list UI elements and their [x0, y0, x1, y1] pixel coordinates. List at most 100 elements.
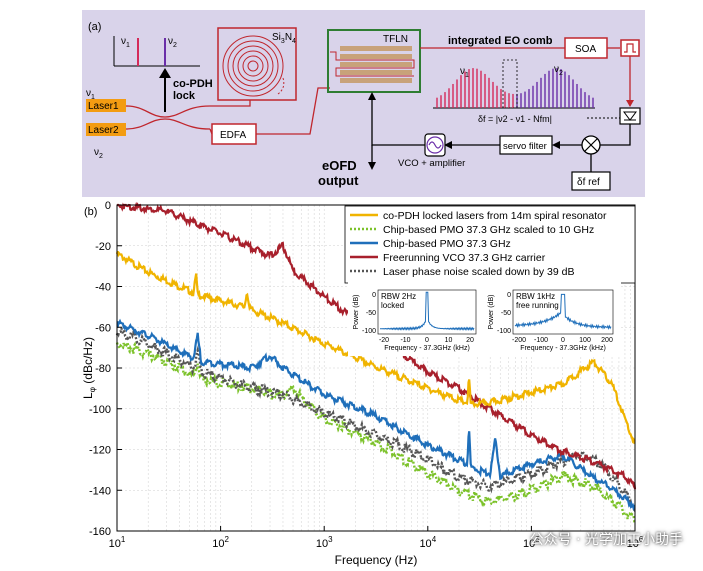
vco-label: VCO + amplifier — [398, 158, 465, 169]
inset-x-tick: -100 — [534, 337, 548, 344]
filter-box — [620, 39, 640, 57]
sine-wave-icon — [428, 141, 442, 149]
x-axis-label: Frequency (Hz) — [335, 553, 418, 567]
watermark: 公众号 · 光学加工小助手 — [529, 532, 683, 548]
inset-x-tick: -20 — [379, 337, 389, 344]
tfln-label: TFLN — [383, 34, 408, 45]
panel-a: (a) ν1 ν2 co-PDH lock ν1 Laser1 Laser2 ν… — [82, 10, 645, 197]
inset-label: RBW 1kHz — [516, 292, 555, 301]
x-tick-label: 105 — [523, 535, 540, 550]
inset-y-label: Power (dB) — [488, 294, 495, 329]
legend-label: Chip-based PMO 37.3 GHz — [383, 238, 511, 250]
servo-label: servo filter — [503, 141, 547, 152]
y-tick-label: -140 — [89, 485, 111, 497]
spiral-resonator-box — [217, 27, 297, 101]
inset-x-label: Frequency - 37.3GHz (kHz) — [520, 345, 606, 352]
eofd-output-label: eOFD — [322, 158, 357, 173]
filter-icon — [624, 43, 636, 53]
eo-comb-spectrum — [433, 59, 595, 109]
nu1-label: ν1 — [86, 88, 95, 101]
inset-x-tick: 10 — [445, 337, 453, 344]
phase-noise-chart: 101 102 103 104 105 1060-20-40-60-80-100-120-… — [81, 200, 644, 567]
lock-label: co-PDH — [173, 78, 213, 90]
photodetector-box — [619, 107, 641, 125]
inset-x-tick: 200 — [601, 337, 613, 344]
panel-a-label: (a) — [88, 21, 101, 33]
panel-b-label: (b) — [84, 206, 97, 218]
eofd-output-label-2: output — [318, 173, 359, 188]
legend-box — [344, 205, 636, 284]
spiral-arrow — [277, 77, 285, 95]
df-ref-label: δf ref — [577, 177, 600, 188]
x-tick-label: 102 — [212, 535, 229, 550]
coupler-top-waveguide — [125, 100, 251, 118]
legend-label: co-PDH locked lasers from 14m spiral res… — [383, 210, 607, 222]
inset-label: locked — [381, 301, 404, 310]
tfln-electrodes — [330, 46, 415, 83]
series-line — [115, 251, 636, 445]
panel-a-background — [82, 10, 645, 197]
comb-nu1: ν1 — [460, 66, 469, 79]
sin-label: Si3N4 — [272, 32, 296, 45]
series-line — [116, 318, 636, 511]
inset-frame — [377, 289, 477, 335]
y-tick-label: -60 — [95, 322, 111, 334]
df-ref-box — [571, 171, 611, 191]
inset-y-tick: -50 — [501, 310, 511, 317]
lock-arrowhead — [159, 68, 171, 78]
inset-y-tick: -100 — [362, 328, 376, 335]
inset-y-tick: -50 — [366, 310, 376, 317]
comb-label: integrated EO comb — [448, 35, 553, 47]
spiral-resonator — [222, 35, 284, 97]
legend-label: Freerunning VCO 37.3 GHz carrier — [383, 252, 546, 264]
y-tick-label: -160 — [89, 526, 111, 538]
edfa-label: EDFA — [220, 130, 246, 141]
delta-f-formula: δf = |ν2 - ν1 - Nfm| — [478, 114, 552, 124]
x-tick-label: 106 — [627, 535, 644, 550]
y-tick-label: -120 — [89, 445, 111, 457]
coupler-bottom-waveguide — [125, 118, 211, 130]
photodetector-icon — [623, 111, 637, 121]
inset-x-tick: 0 — [561, 337, 565, 344]
inset-x-tick: 0 — [425, 337, 429, 344]
inset-x-label: Frequency - 37.3GHz (kHz) — [384, 345, 470, 352]
laser1-label: Laser1 — [88, 101, 119, 112]
legend-label: Chip-based PMO 37.3 GHz scaled to 10 GHz — [383, 224, 594, 236]
inset-frame — [512, 289, 614, 335]
chart-ticks: 101 102 103 104 105 1060-20-40-60-80-100-120-… — [89, 200, 644, 550]
inset-y-label: Power (dB) — [353, 294, 360, 329]
y-tick-label: -40 — [95, 282, 111, 294]
nu2-label: ν2 — [94, 147, 103, 160]
inset-trace — [380, 291, 475, 331]
comb-nu2: ν2 — [554, 64, 563, 77]
nu1-top-label: ν1 — [121, 36, 130, 49]
y-tick-label: 0 — [105, 200, 111, 212]
inset-y-tick: 0 — [372, 292, 376, 299]
series-line — [115, 338, 636, 523]
inset-label: free running — [516, 301, 559, 310]
inset-y-tick: -100 — [497, 328, 511, 335]
inset-x-tick: 100 — [579, 337, 591, 344]
lock-label-2: lock — [173, 90, 196, 102]
inset-x-tick: -200 — [512, 337, 526, 344]
laser2-label: Laser2 — [88, 125, 119, 136]
edfa-to-tfln — [256, 87, 330, 135]
chart-legend: co-PDH locked lasers from 14m spiral res… — [344, 205, 636, 284]
y-tick-label: -80 — [95, 363, 111, 375]
y-tick-label: -20 — [95, 241, 111, 253]
y-axis-label: Lφ (dBc/Hz) — [81, 337, 97, 399]
soa-label: SOA — [575, 44, 596, 55]
inset-label: RBW 2Hz — [381, 292, 416, 301]
tfln-box — [327, 29, 421, 93]
inset-x-tick: -10 — [400, 337, 410, 344]
nu2-top-label: ν2 — [168, 36, 177, 49]
series-line — [115, 327, 637, 512]
x-tick-label: 104 — [419, 535, 436, 550]
x-tick-label: 103 — [316, 535, 333, 550]
legend-label: Laser phase noise scaled down by 39 dB — [383, 266, 574, 278]
laser2-box — [86, 123, 126, 136]
laser-spectrum-sketch: ν1 ν2 — [113, 36, 200, 67]
